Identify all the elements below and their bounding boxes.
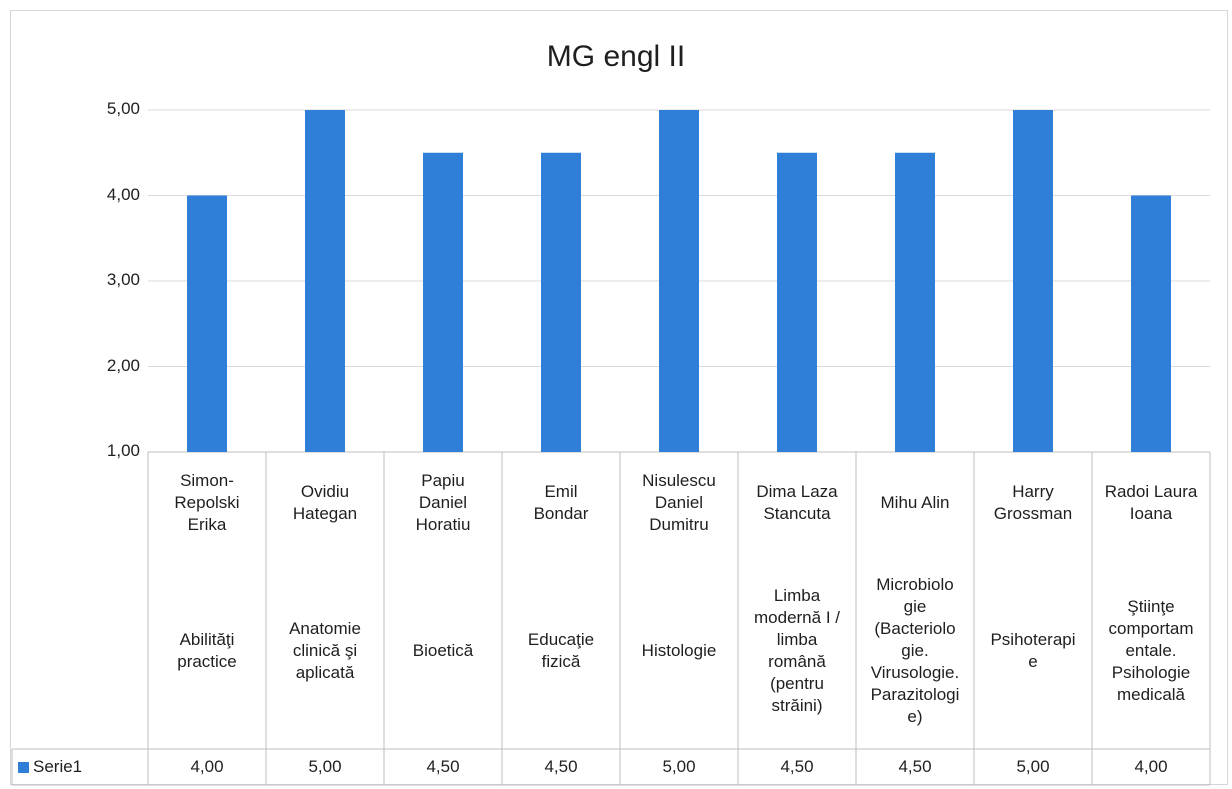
data-label: 4,00	[1134, 757, 1168, 776]
legend-entry: Serie1	[18, 757, 82, 777]
category-subject: Educaţie fizică	[527, 630, 595, 671]
category-name: Nisulescu Daniel Dumitru	[642, 471, 716, 534]
category-label: Emil Bondar Educaţie fizică	[502, 454, 620, 749]
category-name: Emil Bondar	[533, 482, 589, 523]
category-subject: Microbiolo gie (Bacteriolo gie. Virusologie.…	[870, 575, 960, 726]
category-label: Mihu Alin Microbiolo gie (Bacteriolo gie. Vir…	[856, 454, 974, 749]
bar	[1013, 110, 1053, 452]
category-name: Radoi Laura Ioana	[1104, 482, 1198, 523]
category-subject: Limba modernă I / limba română (pentru străin…	[754, 586, 840, 715]
data-label: 4,50	[544, 757, 578, 776]
bar	[305, 110, 345, 452]
data-label: 4,50	[780, 757, 814, 776]
data-label: 5,00	[1016, 757, 1050, 776]
category-name: Dima Laza Stancuta	[756, 482, 838, 523]
y-tick-label: 5,00	[106, 99, 140, 118]
data-label: 4,50	[426, 757, 460, 776]
y-tick-label: 1,00	[106, 441, 140, 460]
category-label: Simon- Repolski Erika Abilităţi practice	[148, 454, 266, 749]
category-label: Dima Laza Stancuta Limba modernă I / limba ro…	[738, 454, 856, 749]
y-tick-label: 3,00	[106, 270, 140, 289]
data-label: 5,00	[308, 757, 342, 776]
data-label: 5,00	[662, 757, 696, 776]
bar	[777, 152, 817, 452]
data-label: 4,50	[898, 757, 932, 776]
bar	[659, 110, 699, 452]
legend-swatch	[18, 761, 29, 773]
bar	[541, 152, 581, 452]
category-label: Harry Grossman Psihoterapi e	[974, 454, 1092, 749]
category-subject: Anatomie clinică şi aplicată	[289, 619, 361, 682]
bar	[423, 152, 463, 452]
category-name: Ovidiu Hategan	[292, 482, 358, 523]
category-subject: Ştiinţe comportam entale. Psihologie medical…	[1108, 597, 1194, 704]
y-tick-label: 2,00	[106, 355, 140, 375]
category-subject: Histologie	[641, 641, 717, 660]
category-name: Mihu Alin	[880, 493, 950, 512]
chart-title: MG engl II	[546, 40, 686, 73]
category-subject: Abilităţi practice	[177, 630, 237, 671]
category-name: Simon- Repolski Erika	[174, 471, 240, 534]
bar	[187, 195, 227, 452]
y-tick-label: 4,00	[106, 184, 140, 204]
bar	[895, 152, 935, 452]
legend-label: Serie1	[33, 757, 83, 776]
category-name: Papiu Daniel Horatiu	[415, 471, 471, 534]
category-subject: Bioetică	[412, 641, 474, 660]
category-subject: Psihoterapi e	[990, 630, 1076, 671]
category-name: Harry Grossman	[993, 482, 1073, 523]
category-label: Ovidiu Hategan Anatomie clinică şi aplicată	[266, 454, 384, 749]
category-label: Radoi Laura Ioana Ştiinţe comportam entale. P…	[1092, 454, 1210, 749]
data-label: 4,00	[190, 757, 224, 776]
category-label: Papiu Daniel Horatiu Bioetică	[384, 454, 502, 749]
category-label: Nisulescu Daniel Dumitru Histologie	[620, 454, 738, 749]
bar	[1131, 195, 1171, 452]
